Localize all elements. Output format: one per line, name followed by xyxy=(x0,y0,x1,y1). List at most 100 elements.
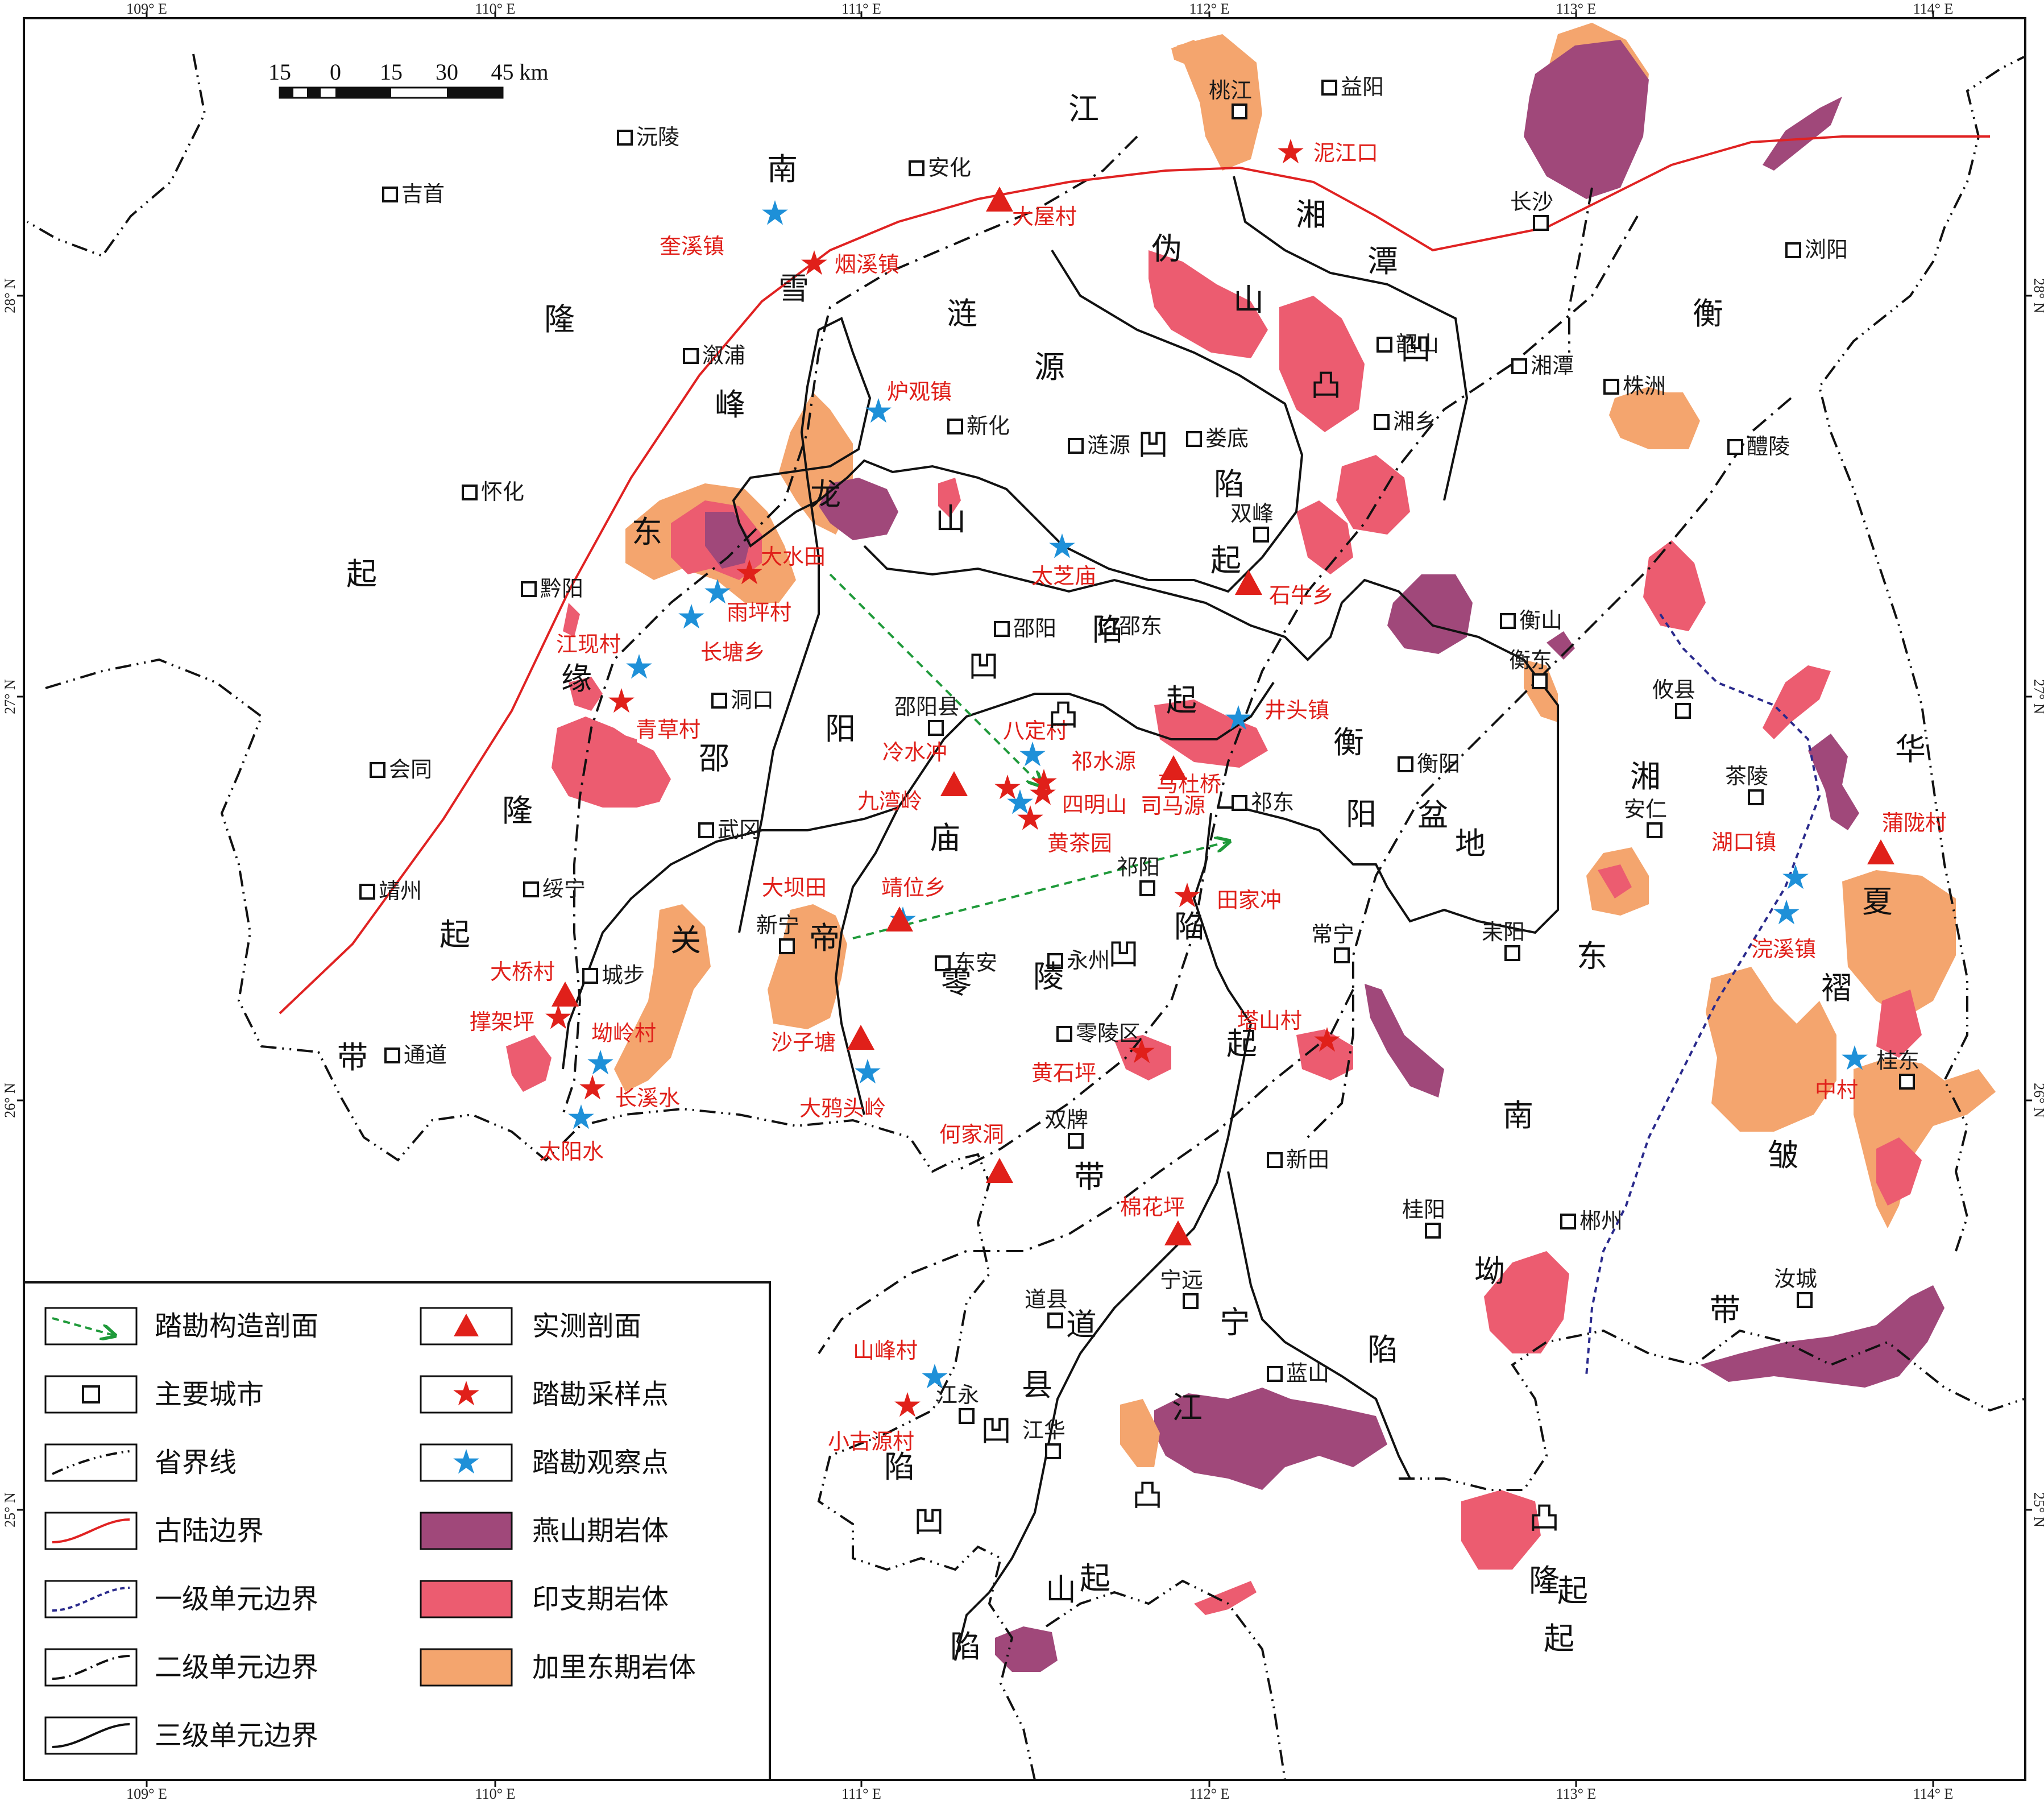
indosinian-body-29 xyxy=(1194,1581,1257,1615)
unit-char: 陷 xyxy=(1174,909,1205,945)
site-label: 井头镇 xyxy=(1264,698,1329,723)
city-marker: 衡东 xyxy=(1509,648,1552,689)
city-label: 东安 xyxy=(954,950,997,975)
site-label: 冷水冲 xyxy=(882,740,947,765)
caledonian-body-10 xyxy=(1649,392,1700,449)
unit-char: 南 xyxy=(767,151,798,187)
unit-char: 陷 xyxy=(1214,466,1245,502)
city-square-icon xyxy=(1374,414,1390,430)
blue-star-icon xyxy=(1773,900,1800,925)
city-square-icon xyxy=(909,160,924,176)
indosinian-body-14 xyxy=(1643,540,1706,631)
site-label: 湖口镇 xyxy=(1711,830,1776,855)
unit-char: 带 xyxy=(337,1040,368,1075)
indosinian-body-37 xyxy=(938,478,961,517)
lon-bottom-2: 110° E xyxy=(475,1786,516,1801)
triangle-icon xyxy=(1867,839,1894,864)
unit-char: 凸 xyxy=(1132,1477,1163,1513)
city-label: 桂东 xyxy=(1876,1048,1919,1073)
city-marker: 绥宁 xyxy=(523,876,586,901)
unit-char: 潭 xyxy=(1367,243,1398,279)
yanshan-body-4 xyxy=(1763,97,1842,171)
unit-char: 华 xyxy=(1895,731,1926,767)
blue-star-icon xyxy=(626,654,652,679)
site-label: 浣溪镇 xyxy=(1751,937,1816,962)
site-marker: 坳岭村 xyxy=(587,1021,656,1075)
city-label: 新宁 xyxy=(756,913,799,938)
unit-char: 起 xyxy=(1166,682,1197,718)
city-label: 蓝山 xyxy=(1286,1361,1329,1386)
site-label: 大坝田 xyxy=(762,875,827,900)
intrusive-bodies xyxy=(506,23,1996,1672)
city-square-icon xyxy=(617,130,633,146)
city-square-icon xyxy=(1647,822,1662,838)
site-label: 中村 xyxy=(1815,1078,1858,1103)
unit-char: 凹 xyxy=(981,1413,1011,1448)
unit-char: 隆 xyxy=(502,793,533,829)
unit-char: 阳 xyxy=(1346,796,1377,832)
unit-char: 凹 xyxy=(1400,331,1431,367)
city-marker: 武冈 xyxy=(698,817,761,842)
site-marker: 司马源 xyxy=(1030,780,1205,818)
site-label: 司马源 xyxy=(1141,793,1205,818)
legend-label-province: 省界线 xyxy=(155,1447,237,1479)
site-label: 江现村 xyxy=(556,632,621,657)
site-marker: 大坝田 xyxy=(762,875,916,931)
yanshan-body-34 xyxy=(1365,984,1444,1098)
city-square-icon xyxy=(370,762,385,778)
city-square-icon xyxy=(1334,947,1350,963)
site-label: 太阳水 xyxy=(539,1139,604,1164)
indosinian-body-26 xyxy=(1461,1490,1541,1570)
lat-left-28: 28° N xyxy=(2,278,18,313)
city-square-icon xyxy=(1267,1152,1283,1168)
unit-char: 关 xyxy=(670,922,701,958)
city-marker: 邵阳 xyxy=(994,616,1056,641)
city-marker: 攸县 xyxy=(1652,677,1695,719)
city-marker: 邵阳县 xyxy=(894,694,959,736)
yanshan-body-16 xyxy=(1808,734,1859,830)
unit-char: 伪 xyxy=(1151,231,1182,267)
legend-level2-line xyxy=(52,1655,130,1680)
city-label: 衡山 xyxy=(1519,608,1562,633)
legend-indosinian-swatch xyxy=(420,1580,513,1618)
site-marker: 炉观镇 xyxy=(865,379,952,423)
city-square-icon xyxy=(711,693,727,709)
city-label: 靖州 xyxy=(379,879,422,904)
city-label: 永州 xyxy=(1067,948,1110,973)
caledonian-body-0 xyxy=(1177,34,1262,171)
city-marker: 双峰 xyxy=(1230,501,1274,543)
unit-char: 山 xyxy=(1046,1572,1076,1608)
indosinian-body-6 xyxy=(1279,296,1365,432)
site-marker: 太阳水 xyxy=(539,1104,604,1164)
legend-label-profile: 踏勘构造剖面 xyxy=(155,1310,318,1342)
city-label: 绥宁 xyxy=(542,876,586,901)
city-square-icon xyxy=(1675,703,1691,719)
city-marker: 株洲 xyxy=(1603,374,1666,399)
unit-char: 盆 xyxy=(1417,797,1448,833)
city-marker: 衡阳 xyxy=(1398,751,1460,776)
site-marker: 黄茶园 xyxy=(1017,805,1112,856)
city-marker: 常宁 xyxy=(1311,922,1354,963)
site-label: 撑架坪 xyxy=(470,1009,534,1034)
city-square-icon xyxy=(779,938,795,954)
site-label: 烟溪镇 xyxy=(835,252,899,277)
site-label: 青草村 xyxy=(636,717,700,742)
city-square-icon xyxy=(1511,358,1527,374)
city-marker: 永州 xyxy=(1047,948,1110,973)
city-marker: 娄底 xyxy=(1186,426,1249,451)
city-label: 湘乡 xyxy=(1393,409,1436,434)
city-square-icon xyxy=(698,822,714,838)
city-square-icon xyxy=(1727,439,1743,455)
legend-paleo-line xyxy=(52,1518,130,1543)
city-marker: 耒阳 xyxy=(1482,920,1525,961)
site-marker: 小古源村 xyxy=(828,1392,921,1454)
city-label: 祁东 xyxy=(1251,790,1294,815)
site-marker: 大桥村 xyxy=(490,959,579,1007)
unit-char: 源 xyxy=(1034,349,1065,385)
unit-char: 起 xyxy=(440,917,470,953)
city-label: 桃江 xyxy=(1209,78,1252,103)
city-marker: 长沙 xyxy=(1510,189,1553,231)
unit-char: 陵 xyxy=(1033,959,1064,995)
site-marker: 江现村 xyxy=(556,632,652,679)
city-label: 衡东 xyxy=(1509,648,1552,673)
